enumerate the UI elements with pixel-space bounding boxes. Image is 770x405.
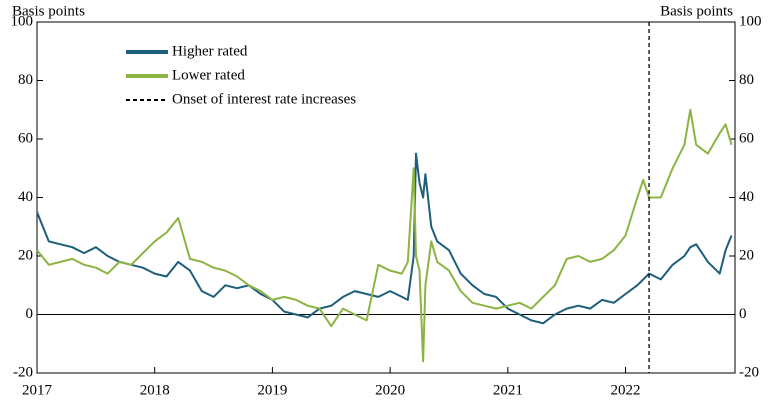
y-axis-label: Basis points [12, 3, 85, 19]
y-tick-label: -20 [13, 364, 33, 380]
y-tick-label: 40 [18, 189, 33, 205]
y2-tick-label: 20 [739, 247, 754, 263]
legend-label: Higher rated [172, 43, 248, 59]
y-tick-label: 80 [18, 72, 33, 88]
y2-tick-label: 100 [739, 13, 762, 29]
x-tick-label: 2020 [375, 382, 405, 398]
y-tick-label: 100 [11, 13, 34, 29]
y2-tick-label: -20 [739, 364, 759, 380]
series-line [36, 152, 733, 325]
series-line [36, 108, 733, 363]
y2-tick-label: 40 [739, 189, 754, 205]
y2-tick-label: 60 [739, 130, 754, 146]
x-tick-label: 2021 [493, 382, 523, 398]
y2-axis-label: Basis points [660, 3, 733, 19]
x-tick-label: 2022 [611, 382, 641, 398]
x-tick-label: 2017 [22, 382, 53, 398]
y-tick-label: 20 [18, 247, 33, 263]
y-tick-label: 0 [26, 306, 34, 322]
x-tick-label: 2019 [257, 382, 287, 398]
y2-tick-label: 0 [739, 306, 747, 322]
y-tick-label: 60 [18, 130, 33, 146]
legend-label: Lower rated [172, 67, 245, 83]
legend-label: Onset of interest rate increases [172, 91, 356, 107]
x-tick-label: 2018 [140, 382, 170, 398]
y2-tick-label: 80 [739, 72, 754, 88]
